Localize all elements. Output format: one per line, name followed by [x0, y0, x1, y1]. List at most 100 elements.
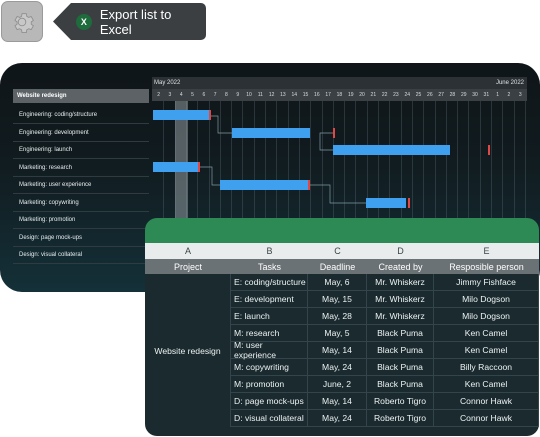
- table-cell-created-by[interactable]: Black Puma: [367, 359, 434, 376]
- gantt-bar-end-marker: [209, 110, 211, 120]
- column-letter: C: [334, 246, 341, 256]
- day-label: 10: [246, 92, 252, 98]
- gantt-bar-marketing-user-experience[interactable]: [220, 180, 308, 190]
- table-cell-responsible[interactable]: Milo Dogson: [434, 308, 539, 325]
- day-label: 4: [179, 92, 183, 98]
- table-cell-deadline[interactable]: May, 14: [308, 342, 367, 359]
- table-cell-responsible[interactable]: Jimmy Fishface: [434, 274, 539, 291]
- gantt-bar-engineering-development[interactable]: [232, 128, 310, 138]
- table-cell-responsible[interactable]: Ken Camel: [434, 376, 539, 393]
- table-cell-deadline[interactable]: May, 28: [308, 308, 367, 325]
- grid-line: [445, 101, 447, 292]
- grid-line: [491, 101, 492, 292]
- day-label: 7: [213, 92, 217, 98]
- table-cell-responsible[interactable]: Ken Camel: [434, 342, 539, 359]
- project-cell[interactable]: Website redesign: [145, 274, 231, 427]
- table-cell-deadline[interactable]: May, 6: [308, 274, 367, 291]
- table-cell-responsible[interactable]: Milo Dogson: [434, 291, 539, 308]
- day-label: 15: [302, 92, 309, 98]
- gantt-bar-end-marker: [488, 145, 490, 155]
- day-label: 3: [518, 92, 522, 98]
- grid-line: [231, 101, 233, 292]
- table-cell-task[interactable]: D: page mock-ups: [231, 393, 308, 410]
- column-header[interactable]: Project: [173, 261, 202, 272]
- table-cell-created-by[interactable]: Mr. Whiskerz: [367, 291, 434, 308]
- gantt-task-row[interactable]: Engineering: launch: [13, 142, 149, 159]
- column-header[interactable]: Created by: [378, 261, 423, 272]
- table-cell-deadline[interactable]: May, 14: [308, 393, 367, 410]
- column-letter: A: [184, 246, 191, 256]
- grid-line: [265, 101, 266, 292]
- settings-button[interactable]: [1, 1, 43, 42]
- export-to-excel-button[interactable]: X Export list to Excel: [53, 3, 206, 40]
- table-cell-created-by[interactable]: Black Puma: [367, 342, 434, 359]
- day-label: 25: [415, 92, 422, 98]
- gantt-task-row[interactable]: Marketing: copywriting: [13, 195, 149, 212]
- column-letter: E: [483, 246, 490, 256]
- gantt-task-row[interactable]: Marketing: user experience: [13, 177, 149, 194]
- gantt-task-row[interactable]: Engineering: coding/structure: [13, 107, 149, 124]
- excel-icon: X: [76, 13, 92, 30]
- table-cell-task[interactable]: D: visual collateral: [231, 410, 308, 427]
- gantt-bar-marketing-research[interactable]: [153, 162, 199, 172]
- gantt-task-row[interactable]: Engineering: development: [13, 125, 149, 142]
- table-cell-task[interactable]: E: launch: [231, 308, 308, 325]
- grid-line: [378, 101, 379, 292]
- table-cell-responsible[interactable]: Ken Camel: [434, 325, 539, 342]
- grid-line: [253, 101, 255, 292]
- day-label: 26: [427, 92, 433, 98]
- table-cell-task[interactable]: M: user experience: [231, 340, 308, 360]
- table-cell-task[interactable]: M: copywriting: [231, 359, 308, 376]
- gantt-bar-marketing-copywriting[interactable]: [366, 198, 406, 208]
- gantt-bar-engineering-coding[interactable]: [153, 110, 209, 120]
- day-label: 14: [291, 92, 298, 98]
- grid-line: [276, 101, 278, 292]
- table-cell-deadline[interactable]: May, 5: [308, 325, 367, 342]
- table-cell-task[interactable]: M: promotion: [231, 376, 308, 393]
- grid-line: [185, 101, 187, 292]
- table-cell-created-by[interactable]: Mr. Whiskerz: [367, 308, 434, 325]
- grid-line: [321, 101, 323, 292]
- day-label: 2: [157, 92, 161, 98]
- table-cell-task[interactable]: E: development: [231, 291, 308, 308]
- table-cell-deadline[interactable]: May, 15: [308, 291, 367, 308]
- table-cell-responsible[interactable]: Connor Hawk: [434, 410, 539, 427]
- grid-line: [502, 101, 504, 292]
- table-cell-responsible[interactable]: Connor Hawk: [434, 393, 539, 410]
- gantt-bar-engineering-launch[interactable]: [333, 145, 450, 155]
- grid-line: [219, 101, 221, 292]
- day-label: 30: [472, 92, 478, 98]
- grid-line: [457, 101, 459, 292]
- day-label: 6: [202, 92, 206, 98]
- table-cell-created-by[interactable]: Roberto Tigro: [367, 410, 434, 427]
- column-header[interactable]: Deadline: [319, 261, 356, 272]
- grid-line: [287, 101, 289, 292]
- gantt-task-row[interactable]: Design: page mock-ups: [13, 230, 149, 247]
- day-label: 9: [236, 92, 240, 98]
- gantt-bar-end-marker: [408, 198, 410, 208]
- table-cell-task[interactable]: E: coding/structure: [231, 274, 308, 291]
- table-cell-created-by[interactable]: Black Puma: [367, 376, 434, 393]
- table-cell-created-by[interactable]: Roberto Tigro: [367, 393, 434, 410]
- table-cell-deadline[interactable]: May, 24: [308, 359, 367, 376]
- table-cell-task[interactable]: M: research: [231, 325, 308, 342]
- grid-line: [298, 101, 300, 292]
- gantt-task-row[interactable]: Marketing: research: [13, 160, 149, 177]
- grid-line: [400, 101, 402, 292]
- table-cell-responsible[interactable]: Billy Raccoon: [434, 359, 539, 376]
- gantt-day-header: 2 3 4 5 6 7 8 9 10 11 12 13 14 15 16 17 18 19 20 21 22 23 24 25…: [152, 89, 527, 101]
- column-header[interactable]: Tasks: [257, 261, 281, 272]
- table-cell-deadline[interactable]: June, 2: [308, 376, 367, 393]
- table-cell-created-by[interactable]: Mr. Whiskerz: [367, 274, 434, 291]
- gantt-task-row[interactable]: Design: visual collateral: [13, 247, 149, 264]
- gantt-month-header: May 2022 June 2022: [152, 77, 527, 89]
- column-header[interactable]: Resposible person: [449, 261, 524, 272]
- day-label: 17: [325, 92, 331, 98]
- gantt-task-row[interactable]: Marketing: promotion: [13, 212, 149, 229]
- month-start-label: May 2022: [154, 80, 181, 86]
- table-cell-deadline[interactable]: May, 24: [308, 410, 367, 427]
- grid-line: [524, 101, 526, 292]
- grid-line: [411, 101, 413, 292]
- column-headers-row: Project Tasks Deadline Created by Resposible…: [145, 259, 539, 274]
- table-cell-created-by[interactable]: Black Puma: [367, 325, 434, 342]
